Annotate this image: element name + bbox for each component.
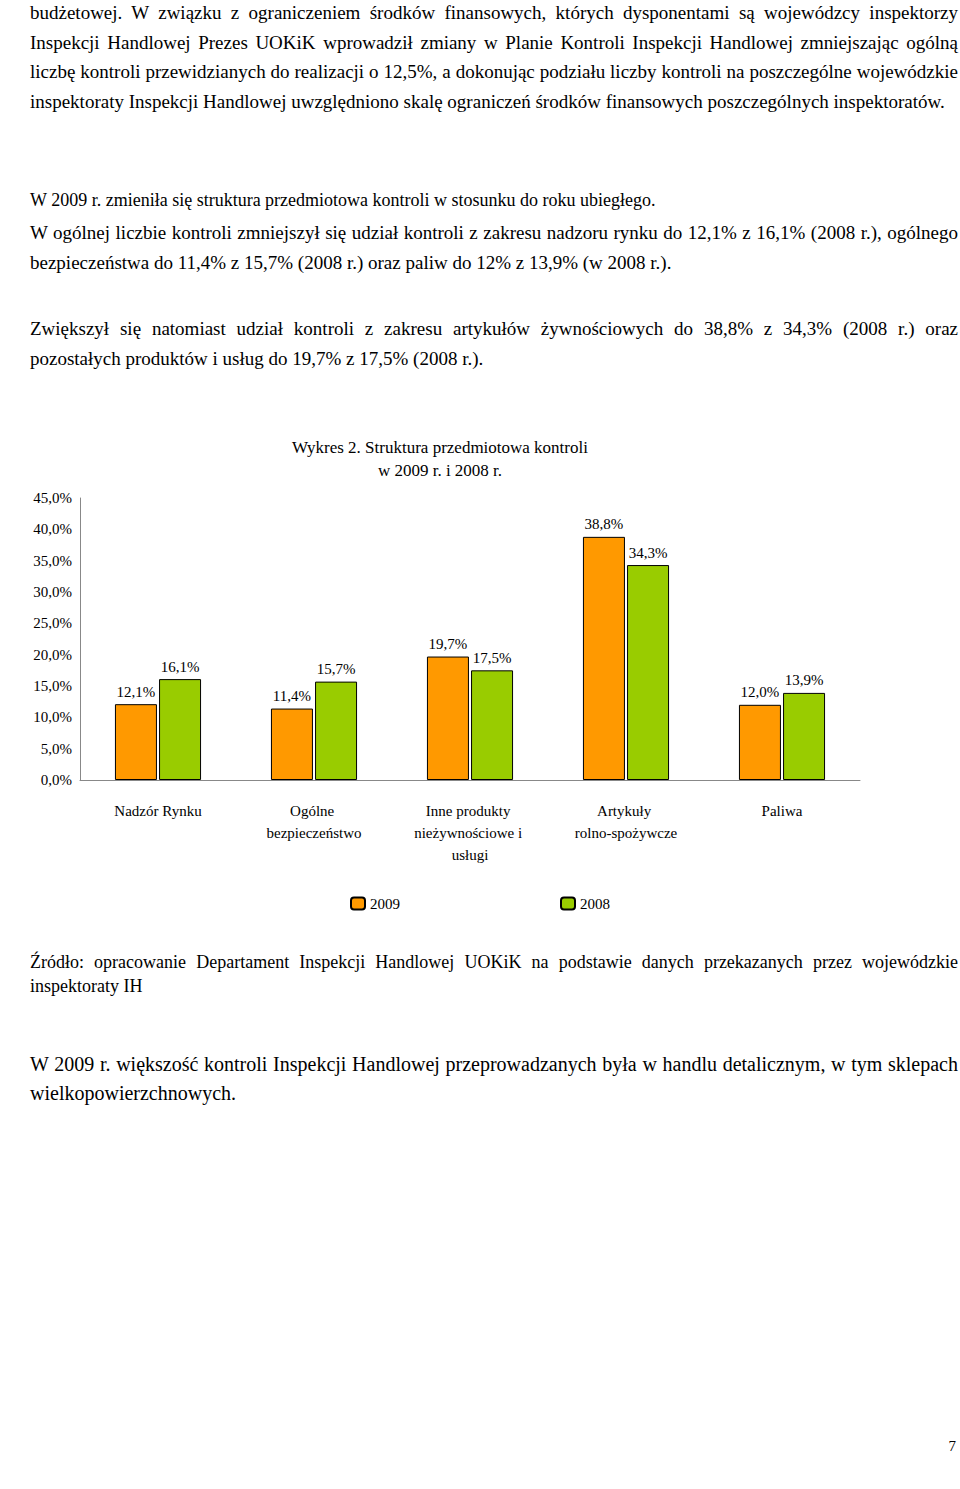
svg-text:30,0%: 30,0% — [33, 584, 72, 600]
html-text:W ogólnej liczbie kontroli zmn: W ogólnej liczbie kontroli zmniejszył si… — [30, 222, 958, 273]
svg-text:17,5%: 17,5% — [473, 650, 512, 666]
svg-text:40,0%: 40,0% — [33, 521, 72, 537]
html-text:Zwiększył się natomiast udział: Zwiększył się natomiast udział kontroli … — [30, 318, 958, 369]
svg-text:2008: 2008 — [580, 896, 610, 912]
svg-text:35,0%: 35,0% — [33, 553, 72, 569]
svg-text:0,0%: 0,0% — [41, 772, 72, 788]
svg-text:12,0%: 12,0% — [741, 684, 780, 700]
html-text:7: 7 — [948, 1438, 956, 1454]
svg-text:16,1%: 16,1% — [161, 659, 200, 675]
svg-text:15,7%: 15,7% — [317, 661, 356, 677]
svg-text:15,0%: 15,0% — [33, 678, 72, 694]
svg-text:38,8%: 38,8% — [585, 516, 624, 532]
svg-text:45,0%: 45,0% — [33, 490, 72, 506]
svg-text:13,9%: 13,9% — [785, 672, 824, 688]
svg-text:5,0%: 5,0% — [41, 741, 72, 757]
svg-text:Inne produkty: Inne produkty — [426, 803, 514, 819]
svg-text:25,0%: 25,0% — [33, 615, 72, 631]
svg-text:10,0%: 10,0% — [33, 709, 72, 725]
html-text:W 2009 r. większość kontroli I: W 2009 r. większość kontroli Inspekcji H… — [30, 1053, 958, 1104]
svg-text:Nadzór Rynku: Nadzór Rynku — [114, 803, 202, 819]
svg-text:19,7%: 19,7% — [429, 636, 468, 652]
svg-text:nieżywnościowe i: nieżywnościowe i — [414, 825, 526, 841]
svg-text:11,4%: 11,4% — [273, 688, 311, 704]
svg-text:12,1%: 12,1% — [117, 684, 156, 700]
svg-text:rolno-spożywcze: rolno-spożywcze — [575, 825, 678, 841]
svg-text:usługi: usługi — [452, 847, 489, 863]
html-text:Wykres 2. Struktura przedmioto: Wykres 2. Struktura przedmiotowa kontrol… — [292, 438, 588, 457]
svg-text:20,0%: 20,0% — [33, 647, 72, 663]
html-text:Źródło: opracowanie Departamen: Źródło: opracowanie Departament Inspekcj… — [30, 952, 958, 996]
html-text:W 2009 r. zmieniła się struktu: W 2009 r. zmieniła się struktura przedmi… — [30, 190, 656, 210]
svg-text:Paliwa: Paliwa — [762, 803, 803, 819]
svg-text:2009: 2009 — [370, 896, 400, 912]
svg-text:Artykuły: Artykuły — [597, 803, 655, 819]
svg-text:34,3%: 34,3% — [629, 545, 668, 561]
svg-text:bezpieczeństwo: bezpieczeństwo — [267, 825, 362, 841]
html-text:w 2009 r. i 2008 r.: w 2009 r. i 2008 r. — [377, 461, 503, 480]
html-text:budżetowej. W związku z ograni: budżetowej. W związku z ograniczeniem śr… — [30, 2, 958, 112]
svg-text:Ogólne: Ogólne — [290, 803, 338, 819]
